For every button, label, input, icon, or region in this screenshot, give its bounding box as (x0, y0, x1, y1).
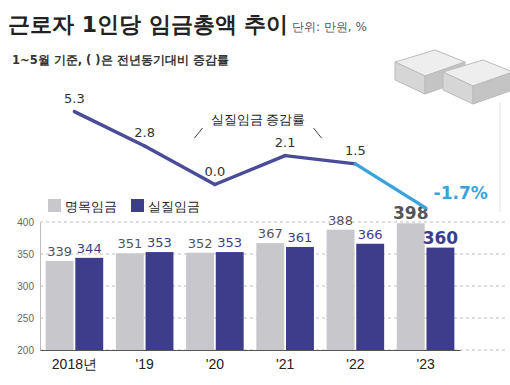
line-label: 2.1 (275, 135, 296, 150)
icon-part (443, 72, 473, 104)
line-label: 0.0 (205, 164, 226, 179)
bar (186, 253, 214, 350)
x-tick: '23 (416, 350, 434, 372)
y-tick: 250 (17, 313, 40, 324)
bar (46, 261, 74, 350)
bar-label: 353 (217, 235, 242, 250)
bar-label: 353 (147, 235, 172, 250)
bar (397, 223, 425, 350)
line-label: 2.8 (134, 125, 155, 140)
line-segment (215, 156, 285, 185)
x-axis-line (41, 350, 461, 351)
legend-label: 실질임금 (148, 199, 200, 214)
bar-label: 361 (288, 230, 313, 245)
line-label: 1.5 (345, 143, 366, 158)
x-tick-label: '23 (416, 356, 434, 372)
bar-label: 366 (358, 227, 383, 242)
x-tick-label: '22 (346, 356, 364, 372)
y-tick: 200 (17, 345, 40, 356)
line-callout: 실질임금 증감률 (195, 112, 322, 138)
bar (426, 248, 454, 350)
y2-axis-line (500, 102, 501, 212)
legend-label: 명목임금 (65, 199, 117, 214)
bar (116, 253, 144, 350)
x-tick-label: '20 (206, 356, 224, 372)
y-tick-label: 300 (17, 281, 34, 292)
line-label: 5.3 (64, 91, 85, 106)
y-tick-label: 250 (17, 313, 34, 324)
bar-label: 360 (423, 228, 459, 248)
line-series-name: 실질임금 증감률 (211, 112, 306, 127)
y-axis: 200 250 300 350 400 (17, 217, 40, 356)
x-tick-label: '19 (136, 356, 154, 372)
y-tick: 300 (17, 281, 40, 292)
y-axis-line (40, 223, 41, 351)
subtitle: 1~5월 기준, ( )은 전년동기대비 증감률 (12, 53, 229, 67)
line-segment (74, 112, 144, 146)
bar-label: 388 (328, 213, 353, 228)
grid (40, 222, 505, 350)
bar (216, 252, 244, 350)
bar (256, 243, 284, 350)
icon-part (395, 62, 425, 94)
bar (286, 247, 314, 350)
x-tick: 2018년 (52, 350, 97, 372)
bar (356, 244, 384, 350)
bar-label: 352 (188, 236, 213, 251)
unit-note: 단위: 만원, % (292, 20, 367, 34)
bar-label: 339 (47, 244, 72, 259)
y-tick-label: 350 (17, 249, 34, 260)
bar (146, 252, 174, 350)
y-tick: 350 (17, 249, 40, 260)
line-segment (285, 156, 355, 164)
lines (74, 112, 425, 208)
y-tick: 400 (17, 217, 40, 228)
x-tick-label: '21 (276, 356, 294, 372)
x-tick-label: 2018년 (52, 356, 97, 372)
legend: 명목임금 실질임금 (48, 199, 200, 214)
data-labels: 3393513523673883983443533533613663605.32… (47, 91, 488, 259)
callout-bracket (195, 128, 322, 138)
bars (46, 223, 455, 350)
bar-label: 351 (117, 236, 142, 251)
money-icon (395, 50, 510, 104)
bar-label: 367 (258, 226, 283, 241)
line-segment (355, 164, 425, 208)
grid-line (40, 222, 505, 223)
line-label: -1.7% (434, 183, 488, 203)
title: 근로자 1인당 임금총액 추이 (8, 12, 288, 37)
chart: 근로자 1인당 임금총액 추이 단위: 만원, % 1~5월 기준, ( )은 전년… (0, 0, 510, 385)
y-tick-label: 200 (17, 345, 34, 356)
x-tick: '20 (206, 350, 224, 372)
x-tick: '22 (346, 350, 364, 372)
legend-swatch (131, 199, 144, 212)
y-tick-label: 400 (17, 217, 34, 228)
bar (327, 230, 355, 350)
legend-swatch (48, 199, 61, 212)
x-tick: '21 (276, 350, 294, 372)
x-axis: 2018년 '19 '20 '21 '22 '23 (41, 350, 461, 372)
icon-part (473, 72, 510, 104)
x-tick: '19 (136, 350, 154, 372)
bar-label: 344 (77, 241, 102, 256)
bar (75, 258, 103, 350)
line-segment (145, 146, 215, 185)
